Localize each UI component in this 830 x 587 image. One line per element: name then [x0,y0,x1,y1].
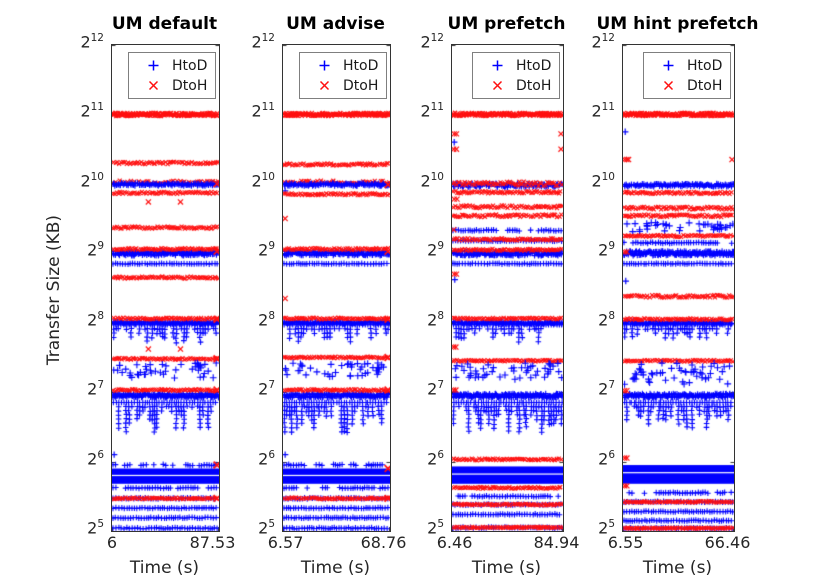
legend-item-dtoh: DtoH [300,77,386,95]
y-tick-label: 28 [598,309,615,330]
plus-marker-icon [319,60,330,71]
legend-item-htod: HtoD [129,57,215,75]
subplot-title: UM advise [286,14,385,34]
y-tick-label: 212 [80,32,104,52]
y-tick-label: 211 [420,101,444,121]
legend-label: DtoH [516,77,552,94]
y-tick-label: 26 [427,448,444,468]
x-tick-label: 84.94 [533,533,580,552]
y-axis-label: Transfer Size (KB) [44,214,64,366]
legend-item-dtoh: DtoH [473,77,559,95]
scatter-canvas [623,45,734,531]
y-tick-label: 211 [80,101,104,121]
legend-item-htod: HtoD [300,57,386,75]
y-tick-label: 212 [251,32,275,52]
y-tick-label: 26 [598,448,615,468]
plot-area: HtoD DtoH [282,44,391,532]
y-tick-label: 210 [80,170,104,191]
y-tick-label: 28 [258,309,275,330]
y-tick-label: 210 [251,170,275,191]
y-tick-label: 29 [427,240,444,260]
y-tick-label: 29 [87,240,104,260]
y-tick-label: 25 [427,518,444,538]
x-axis-label: Time (s) [642,558,713,578]
plus-marker-icon [148,60,159,71]
plot-area: HtoD DtoH [622,44,735,532]
legend-item-dtoh: DtoH [129,77,215,95]
legend: HtoD DtoH [128,52,216,99]
y-tick-label: 25 [258,518,275,538]
x-marker-icon [148,80,159,91]
plus-marker-icon [663,60,674,71]
x-marker-icon [663,80,674,91]
y-tick-label: 25 [598,518,615,538]
legend-label: DtoH [343,77,379,94]
subplot-um-advise: UM advise HtoD DtoH 212 211 210 29 28 27 26 25 … [251,14,406,578]
subplot-um-prefetch: UM prefetch HtoD DtoH 212 211 210 29 28 27 26 2… [420,14,579,578]
legend: HtoD DtoH [472,52,560,99]
legend-label: HtoD [516,57,552,74]
y-tick-label: 210 [591,170,615,191]
plus-marker-icon [492,60,503,71]
y-axis-ticks: 212 211 210 29 28 27 26 25 [404,32,447,537]
y-axis-ticks: 212 211 210 29 28 27 26 25 [235,32,278,537]
legend-label: DtoH [687,77,723,94]
x-tick-label: 6.46 [436,533,473,552]
legend-item-htod: HtoD [473,57,559,75]
y-tick-label: 210 [420,170,444,191]
y-tick-label: 212 [591,32,615,52]
subplot-um-default: UM default HtoD DtoH 212 211 210 29 28 27 26 25… [80,14,235,578]
x-marker-icon [319,80,330,91]
scatter-canvas [283,45,390,531]
legend-item-dtoh: DtoH [644,77,730,95]
y-axis-ticks: 212 211 210 29 28 27 26 25 [575,32,618,537]
y-tick-label: 27 [427,379,444,399]
x-tick-label: 6.55 [607,533,644,552]
y-tick-label: 27 [87,379,104,399]
y-tick-label: 26 [87,448,104,468]
subplot-title: UM default [111,14,218,34]
legend: HtoD DtoH [299,52,387,99]
x-tick-label: 87.53 [189,533,236,552]
scatter-canvas [112,45,219,531]
subplot-um-hint-prefetch: UM hint prefetch HtoD DtoH 212 211 210 29 28… [591,14,758,578]
x-tick-label: 6.57 [267,533,304,552]
legend-label: DtoH [172,77,208,94]
x-marker-icon [492,80,503,91]
x-tick-label: 66.46 [704,533,751,552]
y-tick-label: 29 [598,240,615,260]
x-axis-label: Time (s) [129,558,200,578]
y-tick-label: 25 [87,518,104,538]
y-tick-label: 27 [258,379,275,399]
x-tick-label: 68.76 [360,533,407,552]
subplot-title: UM hint prefetch [596,14,759,34]
plot-area: HtoD DtoH [111,44,220,532]
y-tick-label: 28 [87,309,104,330]
plot-area: HtoD DtoH [451,44,564,532]
y-tick-label: 29 [258,240,275,260]
y-tick-label: 27 [598,379,615,399]
y-tick-label: 212 [420,32,444,52]
x-axis-label: Time (s) [300,558,371,578]
scatter-canvas [452,45,563,531]
y-axis-ticks: 212 211 210 29 28 27 26 25 [64,32,107,537]
y-tick-label: 28 [427,309,444,330]
subplot-title: UM prefetch [447,14,566,34]
legend-label: HtoD [343,57,379,74]
y-tick-label: 211 [591,101,615,121]
legend: HtoD DtoH [643,52,731,99]
legend-label: HtoD [172,57,208,74]
x-tick-label: 6 [106,533,118,552]
legend-item-htod: HtoD [644,57,730,75]
y-tick-label: 26 [258,448,275,468]
y-tick-label: 211 [251,101,275,121]
legend-label: HtoD [687,57,723,74]
x-axis-label: Time (s) [471,558,542,578]
